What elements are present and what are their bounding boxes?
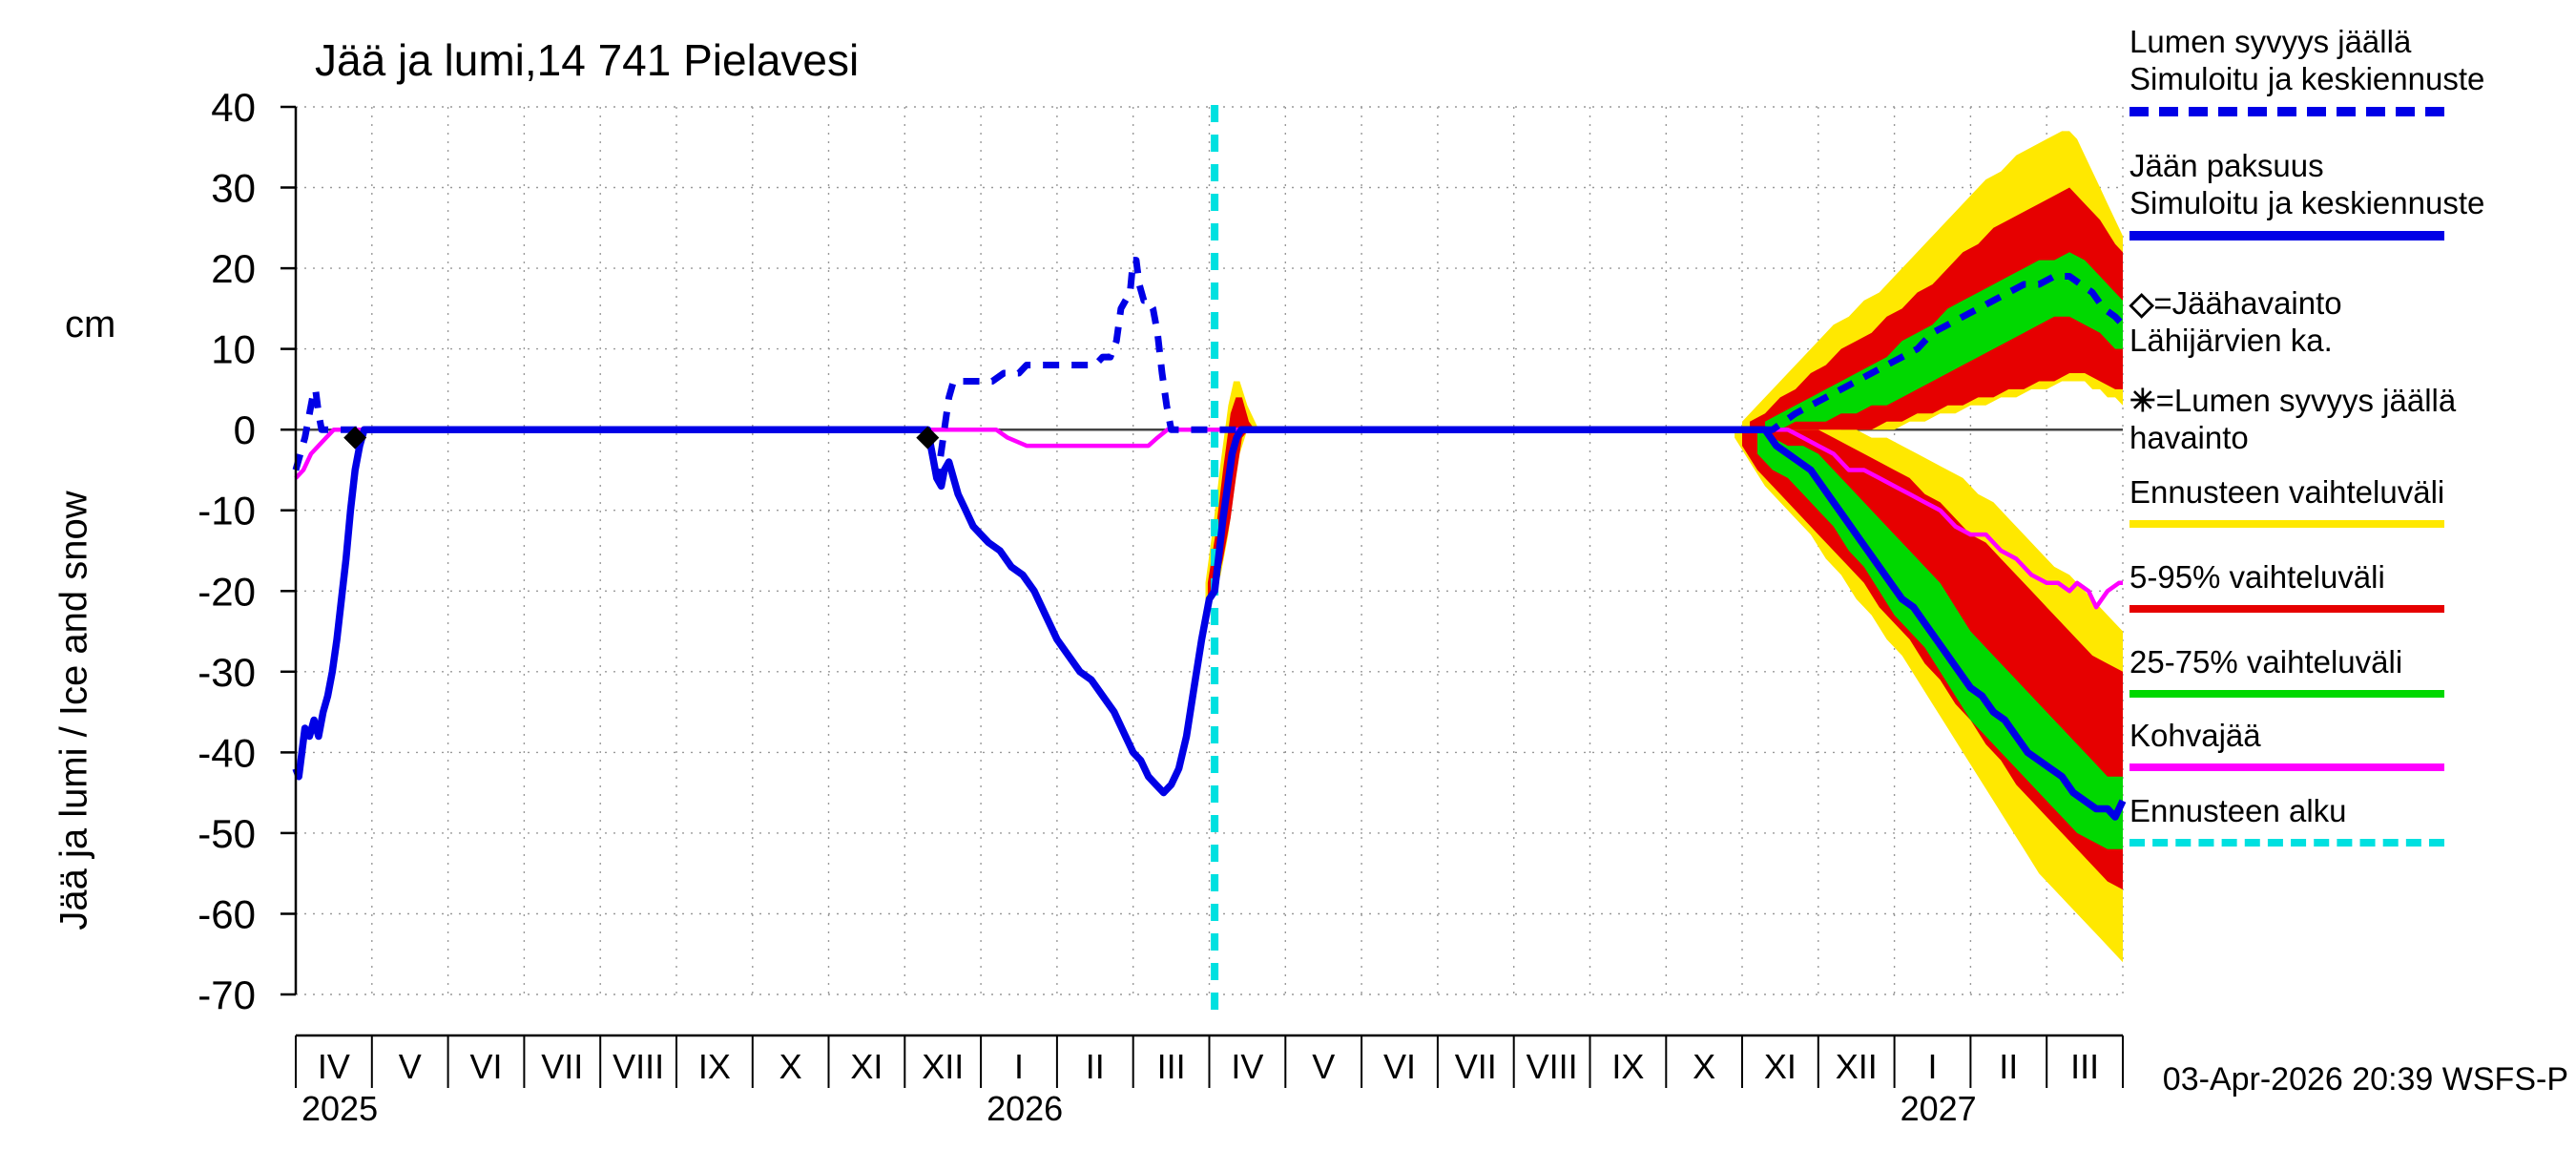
svg-text:XI: XI	[1764, 1047, 1797, 1086]
legend-sample-red	[2129, 605, 2444, 613]
svg-text:-10: -10	[197, 489, 256, 533]
legend-label: Simuloitu ja keskiennuste	[2129, 185, 2485, 220]
legend-sample-cyan-dashed	[2129, 839, 2444, 847]
legend-label: Kohvajää	[2129, 718, 2261, 753]
legend-item-forecast-range: Ennusteen vaihteluväli	[2129, 473, 2574, 528]
legend-item-5-95-range: 5-95% vaihteluväli	[2129, 558, 2574, 613]
svg-text:VI: VI	[1383, 1047, 1416, 1086]
svg-text:V: V	[1312, 1047, 1335, 1086]
svg-text:-30: -30	[197, 650, 256, 695]
svg-text:II: II	[1999, 1047, 2018, 1086]
svg-text:IX: IX	[698, 1047, 731, 1086]
svg-text:30: 30	[211, 166, 256, 211]
svg-text:IV: IV	[318, 1047, 350, 1086]
legend-item-25-75-range: 25-75% vaihteluväli	[2129, 643, 2574, 698]
svg-text:I: I	[1927, 1047, 1937, 1086]
legend-label: =Lumen syvyys jäällä	[2155, 383, 2457, 418]
legend-sample-green	[2129, 690, 2444, 698]
legend-label: =Jäähavainto	[2153, 285, 2342, 321]
legend-label: Lähijärvien ka.	[2129, 323, 2333, 358]
svg-text:10: 10	[211, 327, 256, 372]
svg-text:V: V	[399, 1047, 422, 1086]
svg-text:XII: XII	[922, 1047, 964, 1086]
svg-text:-20: -20	[197, 569, 256, 614]
svg-text:VI: VI	[469, 1047, 502, 1086]
svg-text:X: X	[1693, 1047, 1715, 1086]
legend-label: 5-95% vaihteluväli	[2129, 559, 2385, 595]
svg-text:III: III	[2070, 1047, 2099, 1086]
svg-text:2027: 2027	[1901, 1089, 1977, 1128]
timestamp: 03-Apr-2026 20:39 WSFS-P	[2162, 1061, 2568, 1098]
svg-text:40: 40	[211, 85, 256, 130]
svg-text:VIII: VIII	[613, 1047, 664, 1086]
legend-label: Jään paksuus	[2129, 148, 2324, 183]
legend-label: Simuloitu ja keskiennuste	[2129, 61, 2485, 96]
svg-text:VII: VII	[1455, 1047, 1497, 1086]
svg-text:2025: 2025	[301, 1089, 378, 1128]
legend-label: 25-75% vaihteluväli	[2129, 644, 2403, 680]
legend-item-slush-ice: Kohvajää	[2129, 717, 2574, 771]
legend-item-forecast-start: Ennusteen alku	[2129, 792, 2574, 847]
legend-item-snow-observation: ✳=Lumen syvyys jäällä havainto	[2129, 382, 2574, 456]
svg-text:-70: -70	[197, 972, 256, 1017]
legend: Lumen syvyys jäällä Simuloitu ja keskien…	[2129, 23, 2574, 877]
legend-item-ice-observation: ◇=Jäähavainto Lähijärvien ka.	[2129, 284, 2574, 359]
svg-text:VIII: VIII	[1527, 1047, 1578, 1086]
legend-item-snow-simulated: Lumen syvyys jäällä Simuloitu ja keskien…	[2129, 23, 2574, 116]
asterisk-icon: ✳	[2129, 383, 2156, 418]
svg-text:VII: VII	[541, 1047, 583, 1086]
legend-label: havainto	[2129, 420, 2249, 455]
legend-label: Lumen syvyys jäällä	[2129, 24, 2412, 59]
legend-sample-magenta	[2129, 763, 2444, 771]
legend-label: Ennusteen alku	[2129, 793, 2347, 828]
svg-text:I: I	[1014, 1047, 1024, 1086]
y-axis-unit: cm	[65, 303, 116, 345]
svg-text:IX: IX	[1611, 1047, 1644, 1086]
svg-text:-50: -50	[197, 811, 256, 856]
legend-sample-blue-dashed	[2129, 107, 2444, 116]
svg-text:II: II	[1086, 1047, 1105, 1086]
page-title: Jää ja lumi,14 741 Pielavesi	[315, 35, 860, 85]
svg-text:X: X	[779, 1047, 802, 1086]
diamond-icon: ◇	[2129, 285, 2154, 321]
svg-text:-40: -40	[197, 730, 256, 775]
svg-text:XI: XI	[850, 1047, 883, 1086]
legend-sample-blue-solid	[2129, 231, 2444, 240]
legend-label: Ennusteen vaihteluväli	[2129, 474, 2445, 510]
y-axis-label: Jää ja lumi / Ice and snow	[52, 491, 95, 930]
svg-text:20: 20	[211, 246, 256, 291]
legend-item-ice-simulated: Jään paksuus Simuloitu ja keskiennuste	[2129, 147, 2574, 240]
svg-text:IV: IV	[1231, 1047, 1263, 1086]
svg-text:-60: -60	[197, 892, 256, 937]
legend-sample-yellow	[2129, 520, 2444, 528]
svg-text:XII: XII	[1836, 1047, 1878, 1086]
svg-text:III: III	[1157, 1047, 1186, 1086]
svg-text:2026: 2026	[987, 1089, 1063, 1128]
svg-text:0: 0	[234, 408, 256, 452]
